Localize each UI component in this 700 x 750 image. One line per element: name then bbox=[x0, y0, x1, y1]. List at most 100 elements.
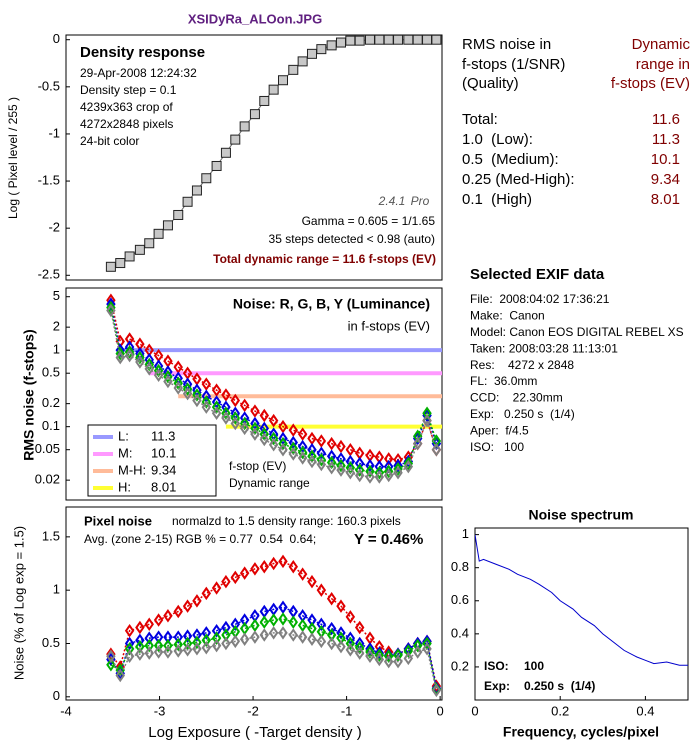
y-tick-label: 2 bbox=[53, 319, 60, 334]
marker bbox=[192, 642, 202, 656]
marker bbox=[135, 350, 145, 365]
marker bbox=[106, 658, 116, 672]
plot: 0.02 0.05 0.1 0.2 0.5 1 2 5 L: 11.3 M: 10.1 M-H: 9.34… bbox=[35, 287, 443, 501]
marker bbox=[345, 610, 356, 624]
marker bbox=[316, 452, 327, 467]
legend-name: M: bbox=[118, 445, 132, 460]
marker bbox=[278, 436, 288, 451]
marker bbox=[365, 649, 375, 664]
series-group bbox=[475, 534, 688, 666]
marker bbox=[393, 462, 403, 476]
y-axis-label: Noise (% of Log exp = 1.5) bbox=[11, 526, 26, 680]
exif-line: ISO: 100 bbox=[470, 440, 524, 454]
y-tick-label: 1 bbox=[462, 526, 469, 541]
marker bbox=[345, 636, 356, 651]
marker bbox=[412, 35, 423, 45]
marker bbox=[268, 413, 279, 428]
marker bbox=[288, 559, 299, 574]
marker bbox=[153, 228, 164, 239]
note: 29-Apr-2008 12:24:32 bbox=[80, 66, 197, 80]
y-tick-label: 0.6 bbox=[451, 592, 469, 607]
y-tick-label: -2 bbox=[48, 220, 60, 235]
marker bbox=[153, 645, 164, 659]
marker bbox=[192, 393, 202, 408]
series-line bbox=[475, 534, 688, 666]
marker bbox=[393, 654, 403, 669]
marker bbox=[278, 442, 288, 457]
marker bbox=[268, 556, 279, 571]
marker bbox=[336, 439, 346, 454]
y-tick-label: -2.5 bbox=[38, 267, 60, 282]
marker bbox=[135, 355, 145, 369]
y-tick-label: -0.5 bbox=[38, 78, 60, 93]
exif-title: Selected EXIF data bbox=[470, 266, 605, 283]
chart-subtitle: in f-stops (EV) bbox=[348, 318, 430, 333]
plot: 0 -0.5 -1 -1.5 -2 -2.5 bbox=[38, 31, 443, 282]
marker bbox=[211, 383, 222, 397]
x-tick-label: 0.2 bbox=[551, 703, 569, 718]
marker bbox=[230, 134, 241, 145]
marker bbox=[288, 628, 299, 642]
marker bbox=[268, 431, 279, 446]
marker bbox=[268, 626, 279, 640]
marker bbox=[259, 432, 270, 447]
marker bbox=[211, 406, 222, 420]
marker bbox=[182, 386, 193, 401]
marker bbox=[277, 75, 288, 86]
exif-line: Taken: 2008:03:28 11:13:01 bbox=[470, 341, 618, 355]
y-tick-label: -1.5 bbox=[38, 172, 60, 187]
marker bbox=[192, 628, 202, 642]
marker bbox=[163, 645, 173, 659]
marker bbox=[412, 436, 423, 451]
marker bbox=[144, 617, 154, 632]
marker bbox=[106, 303, 116, 318]
marker bbox=[316, 583, 327, 597]
legend-name: H: bbox=[118, 479, 131, 494]
marker bbox=[259, 615, 270, 629]
marker bbox=[135, 620, 145, 635]
marker bbox=[239, 421, 250, 436]
y-tick-label: 0 bbox=[53, 688, 60, 703]
legend-value: 8.01 bbox=[151, 479, 176, 494]
marker bbox=[345, 442, 356, 457]
marker bbox=[316, 617, 327, 632]
plot: 0 0.5 1 1.5 -4 -3 -2 -1 0 bbox=[42, 506, 444, 718]
row-label: 0.25 (Med-High): bbox=[462, 171, 575, 188]
marker bbox=[250, 427, 260, 441]
marker bbox=[383, 35, 394, 45]
marker bbox=[403, 651, 414, 666]
marker bbox=[383, 464, 394, 479]
marker bbox=[182, 382, 193, 396]
marker bbox=[201, 400, 212, 414]
marker bbox=[374, 35, 385, 45]
marker bbox=[124, 636, 135, 651]
marker bbox=[354, 35, 365, 46]
marker bbox=[336, 463, 346, 477]
marker bbox=[422, 413, 432, 428]
marker bbox=[173, 630, 183, 644]
marker bbox=[182, 636, 193, 651]
marker bbox=[124, 345, 135, 359]
chart-title: Density response bbox=[80, 44, 205, 61]
y-tick-label: 1 bbox=[53, 342, 60, 357]
marker bbox=[345, 643, 356, 657]
total-range: Total dynamic range = 11.6 f-stops (EV) bbox=[213, 252, 436, 266]
marker bbox=[124, 348, 135, 363]
marker bbox=[201, 626, 212, 640]
marker bbox=[307, 442, 317, 457]
chart-subtitle: normalzd to 1.5 density range: 160.3 pix… bbox=[172, 514, 401, 528]
marker bbox=[431, 35, 442, 45]
exif-line: File: 2008:04:02 17:36:21 bbox=[470, 292, 610, 306]
marker bbox=[307, 454, 317, 469]
series-group bbox=[106, 293, 442, 484]
marker bbox=[230, 411, 241, 425]
marker bbox=[115, 350, 125, 365]
marker bbox=[201, 377, 212, 391]
marker bbox=[250, 562, 260, 576]
marker bbox=[297, 451, 308, 465]
marker bbox=[422, 406, 432, 420]
marker bbox=[326, 40, 337, 51]
header: f-stops (1/SNR) bbox=[462, 56, 565, 73]
marker bbox=[192, 594, 202, 608]
